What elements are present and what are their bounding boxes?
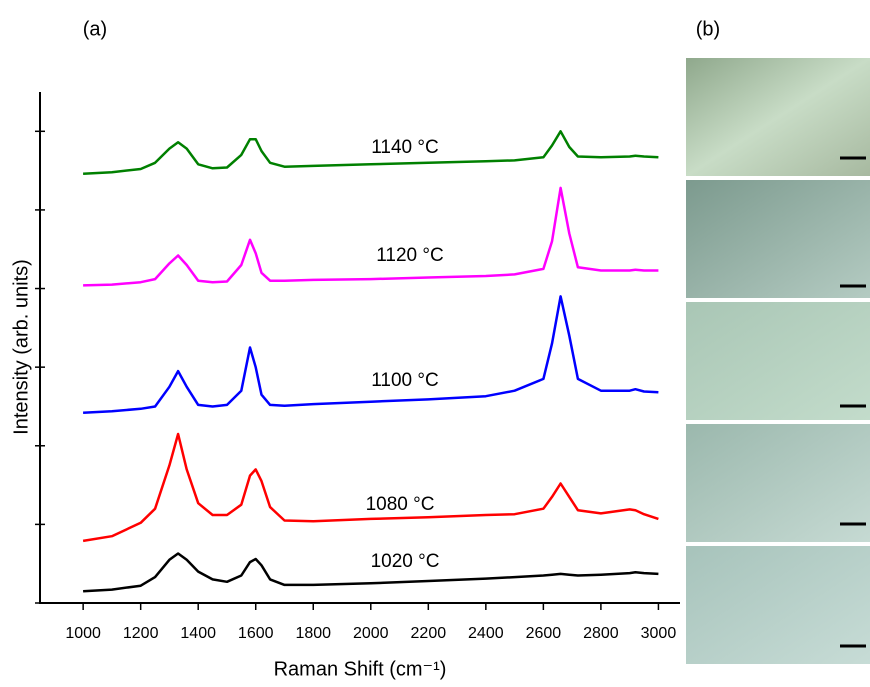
x-tick-label: 2600	[526, 625, 562, 642]
x-tick-label: 2800	[583, 625, 619, 642]
x-tick-label: 1600	[238, 625, 274, 642]
x-tick-label: 2200	[411, 625, 447, 642]
figure: (a) (b) Raman Shift (cm⁻¹) Intensity (ar…	[0, 0, 870, 687]
series-label: 1140 °C	[371, 137, 438, 158]
spectrum-line	[83, 188, 658, 286]
panel-label: (b)	[696, 18, 720, 40]
spectrum-line	[83, 296, 658, 412]
spectrum-line	[83, 434, 658, 541]
series-label: 1020 °C	[371, 551, 440, 572]
micrograph	[686, 180, 870, 298]
x-tick-label: 1800	[295, 625, 331, 642]
x-tick-label: 2400	[468, 625, 504, 642]
series-label: 1120 °C	[376, 245, 443, 266]
x-tick-label: 2000	[353, 625, 389, 642]
micrograph	[686, 302, 870, 420]
y-axis-label: Intensity (arb. units)	[10, 259, 32, 435]
x-tick-label: 3000	[641, 625, 677, 642]
series-label: 1100 °C	[371, 370, 438, 391]
micrographs	[686, 58, 870, 664]
x-tick-label: 1000	[65, 625, 101, 642]
x-axis-label: Raman Shift (cm⁻¹)	[274, 658, 447, 680]
x-tick-label: 1400	[180, 625, 216, 642]
panel-label: (a)	[83, 18, 107, 40]
series-label: 1080 °C	[366, 494, 435, 515]
x-tick-label: 1200	[123, 625, 159, 642]
